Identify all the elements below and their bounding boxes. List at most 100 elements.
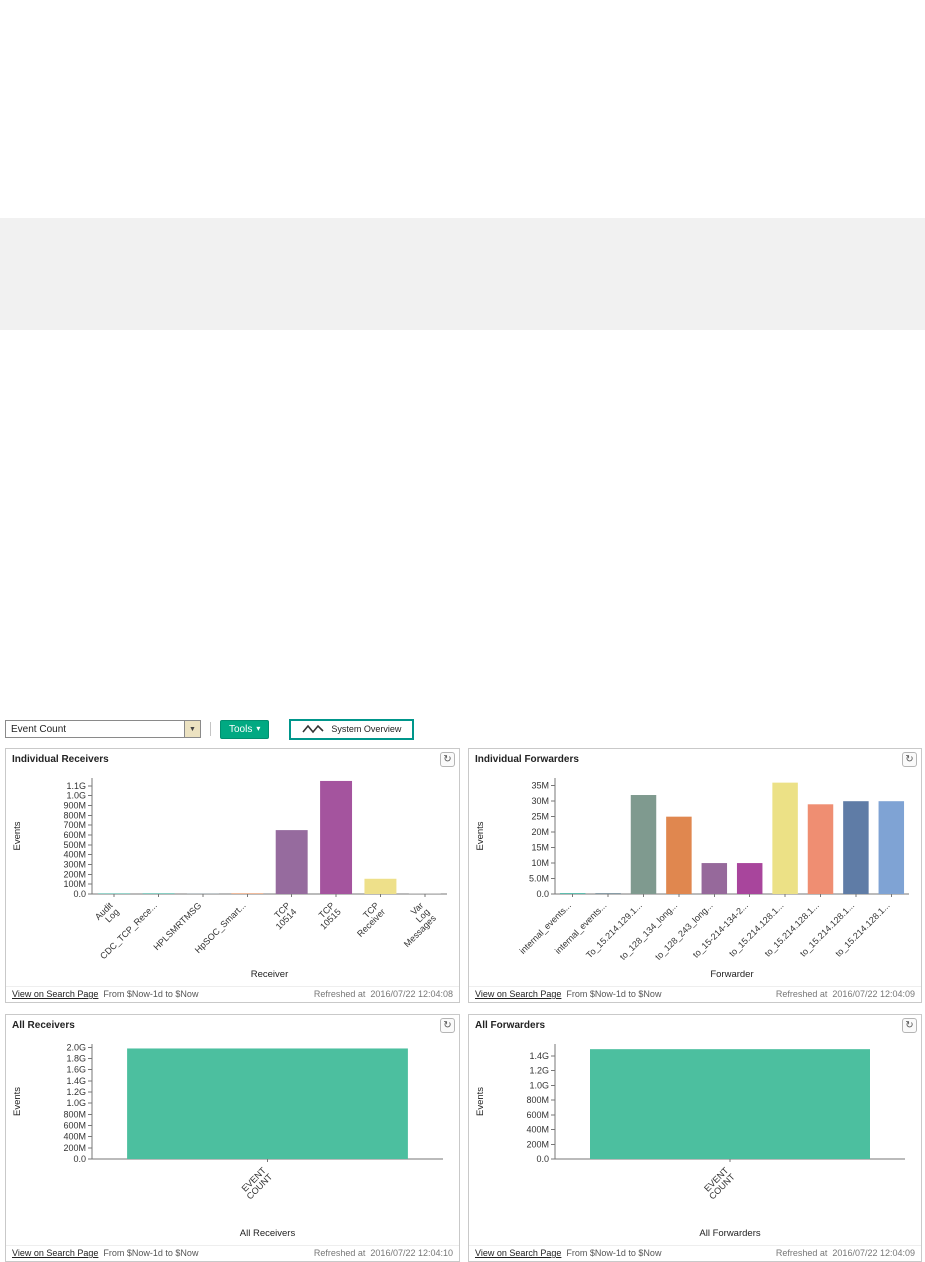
y-axis-title: Events [12,1087,23,1116]
toolbar: Event Count ▼ Tools ▾ System Overview [5,717,415,741]
tools-button[interactable]: Tools ▾ [220,719,270,739]
bar[interactable] [595,893,621,894]
x-axis-title: Receiver [251,969,289,980]
bar[interactable] [666,816,692,894]
bar[interactable] [843,801,869,894]
y-tick-label: 1.2G [66,1087,86,1097]
bar[interactable] [142,893,175,894]
bar[interactable] [772,782,798,894]
panel-header: All Receivers ↻ [6,1015,459,1034]
bar[interactable] [559,893,586,894]
refresh-button[interactable]: ↻ [902,752,917,767]
bar[interactable] [275,830,308,894]
refreshed-time: 2016/07/22 12:04:09 [832,989,915,999]
y-tick-label: 800M [526,1095,549,1105]
y-tick-label: 700M [63,820,86,830]
refreshed-label: Refreshed at 2016/07/22 12:04:09 [775,989,915,999]
x-category-label: TCP10515 [312,900,343,931]
event-count-dropdown[interactable]: Event Count ▼ [5,720,201,738]
y-tick-label: 0.0 [73,889,86,899]
bar[interactable] [701,863,728,894]
sparkline-icon [302,724,324,734]
individual-forwarders-bar-chart: Events 0.0 5.0M 10M 15M 20M 25M 30M 35M internal_… [469,768,921,986]
y-tick-label: 2.0G [66,1042,86,1052]
toolbar-separator [210,722,211,736]
view-on-search-page-link[interactable]: View on Search Page [12,989,99,999]
chart-svg: Events 0.0100M200M300M400M500M600M700M800… [12,778,447,980]
panel-header: Individual Receivers ↻ [6,749,459,768]
event-count-dropdown-value: Event Count [11,723,67,735]
view-on-search-page-link[interactable]: View on Search Page [475,989,562,999]
panel-header: All Forwarders ↻ [469,1015,921,1034]
bar[interactable] [127,1048,408,1159]
bar[interactable] [807,804,834,894]
panel-footer: View on Search Page From $Now-1d to $Now… [6,1245,459,1261]
y-tick-label: 200M [63,1143,86,1153]
bar[interactable] [630,795,657,894]
refresh-button[interactable]: ↻ [440,752,455,767]
panel-individual-receivers: Individual Receivers ↻ Events 0.0 100M 200M… [5,748,460,1003]
x-category-label: EVENTCOUNT [701,1165,737,1201]
all-forwarders-bar-chart: Events 0.0 200M 400M 600M 800M 1.0G 1.2G 1.4G EVE… [469,1034,921,1245]
refreshed-time: 2016/07/22 12:04:09 [832,1248,915,1258]
y-tick-label: 10M [531,858,549,868]
chevron-down-icon[interactable]: ▼ [184,721,200,737]
y-tick-label: 800M [63,1109,86,1119]
y-tick-label: 400M [526,1125,549,1135]
bar[interactable] [590,1049,870,1159]
y-tick-label: 1.0G [66,1098,86,1108]
refresh-icon: ↻ [905,1019,914,1031]
chart-svg: Events 0.0 200M 400M 600M 800M 1.0G 1.2G 1.4G EVE… [475,1044,905,1239]
view-on-search-page-link[interactable]: View on Search Page [475,1248,562,1258]
bar[interactable] [186,893,219,894]
panel-title: Individual Receivers [12,754,109,765]
time-range-label: From $Now-1d to $Now [103,989,199,999]
y-tick-label: 20M [531,827,549,837]
x-category-label: VarLogMessages [389,900,438,949]
system-overview-label: System Overview [331,724,402,734]
bar[interactable] [408,893,441,894]
y-tick-label: 900M [63,801,86,811]
tools-button-label: Tools [229,723,253,735]
refresh-icon: ↻ [443,1019,452,1031]
y-tick-label: 600M [63,830,86,840]
individual-receivers-bar-chart: Events 0.0 100M 200M 300M 400M 500M 600M 700M 800… [6,768,459,986]
refreshed-time: 2016/07/22 12:04:08 [370,989,453,999]
bar[interactable] [320,780,353,894]
y-tick-label: 600M [63,1121,86,1131]
panel-all-forwarders: All Forwarders ↻ Events 0.0 200M 400M 600M 80… [468,1014,922,1262]
y-tick-label: 1.1G [66,781,86,791]
panel-title: Individual Forwarders [475,754,579,765]
y-tick-label: 200M [63,869,86,879]
y-tick-label: 25M [531,812,549,822]
y-tick-label: 1.0G [66,791,86,801]
y-tick-label: 0.0 [536,889,549,899]
y-tick-label: 0.0 [73,1154,86,1164]
bar[interactable] [736,863,763,894]
refreshed-label: Refreshed at 2016/07/22 12:04:08 [313,989,453,999]
x-axis-title: All Forwarders [699,1228,760,1239]
bar[interactable] [231,893,264,894]
refresh-button[interactable]: ↻ [440,1018,455,1033]
panel-all-receivers: All Receivers ↻ Events 0.0 200M 400M 600M 800… [5,1014,460,1262]
y-tick-label: 400M [63,1132,86,1142]
x-category-label: TCPReceiver [349,900,388,939]
refresh-icon: ↻ [905,753,914,765]
view-on-search-page-link[interactable]: View on Search Page [12,1248,99,1258]
refresh-icon: ↻ [443,753,452,765]
system-overview-button[interactable]: System Overview [289,718,415,740]
y-tick-label: 35M [531,781,549,791]
bar[interactable] [364,878,397,894]
chevron-down-icon: ▾ [256,724,261,733]
refresh-button[interactable]: ↻ [902,1018,917,1033]
x-axis-title: All Receivers [240,1228,296,1239]
x-category-label: TCP10514 [267,900,298,931]
y-tick-label: 300M [63,860,86,870]
y-axis-title: Events [475,821,486,850]
y-axis-title: Events [12,821,23,850]
panel-title: All Forwarders [475,1020,546,1031]
bar[interactable] [98,893,131,894]
bar[interactable] [878,801,905,894]
panel-footer: View on Search Page From $Now-1d to $Now… [469,1245,921,1261]
